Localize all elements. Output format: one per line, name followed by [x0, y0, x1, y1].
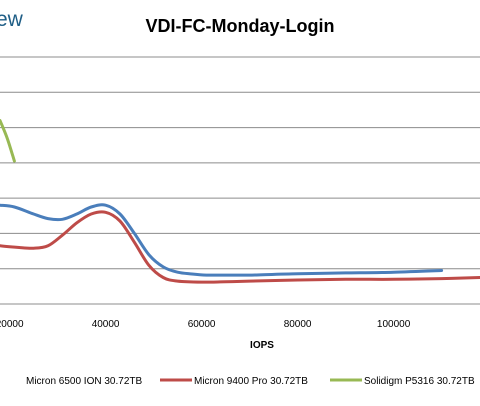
x-tick-label: 80000 — [284, 319, 312, 330]
x-axis-ticks: 20000 40000 60000 80000 100000 — [0, 319, 411, 330]
chart-title: VDI-FC-Monday-Login — [146, 16, 335, 36]
series-layer — [0, 119, 480, 284]
legend: Micron 6500 ION 30.72TB Micron 9400 Pro 3… — [26, 376, 475, 387]
x-tick-label: 40000 — [92, 319, 120, 330]
watermark-text: ew — [0, 8, 24, 31]
legend-label: Micron 6500 ION 30.72TB — [26, 376, 142, 387]
legend-label: Micron 9400 Pro 30.72TB — [194, 376, 308, 387]
x-tick-label: 100000 — [377, 319, 411, 330]
x-axis-label: IOPS — [250, 340, 274, 351]
x-tick-label: 60000 — [188, 319, 216, 330]
series-line-2 — [0, 210, 480, 284]
series-line-3 — [0, 119, 16, 163]
legend-label: Solidigm P5316 30.72TB — [364, 376, 475, 387]
gridlines — [0, 56, 480, 305]
series-line-1 — [0, 203, 444, 277]
x-tick-label: 20000 — [0, 319, 24, 330]
